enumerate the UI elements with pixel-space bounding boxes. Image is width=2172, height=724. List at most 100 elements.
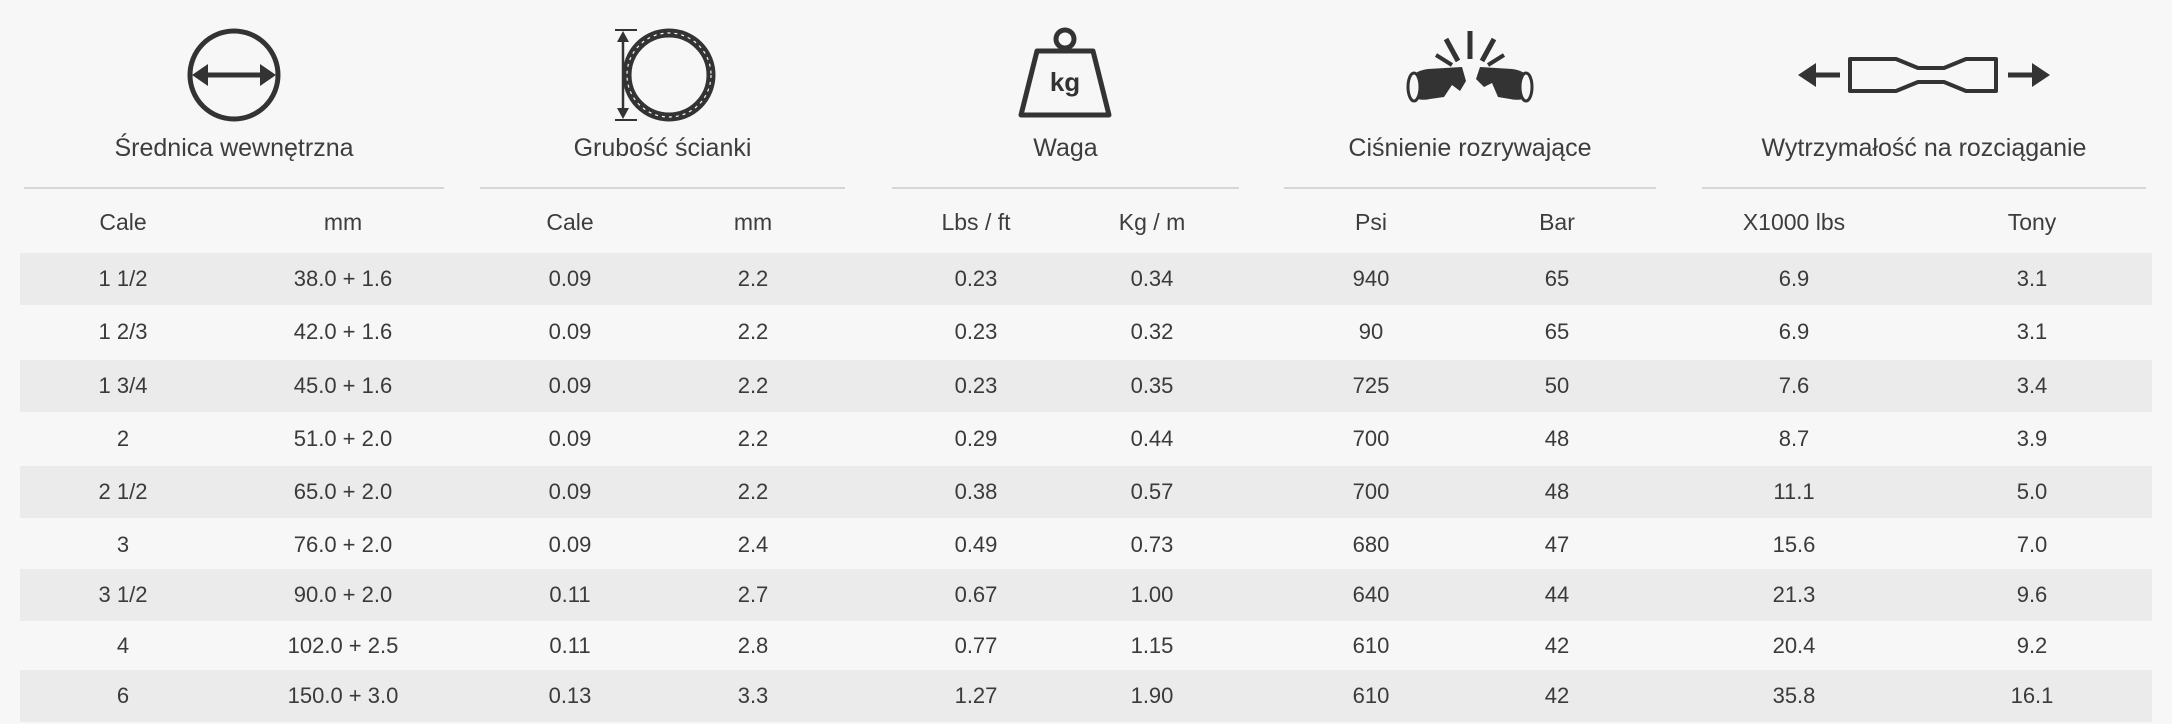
group-divider [1702, 187, 2146, 189]
table-row: 1 3/4 45.0 + 1.6 0.09 2.2 0.23 0.35 725 50 7.6 3.… [20, 360, 2152, 412]
table-cell: 15.6 [1772, 532, 1816, 557]
table-cell: 35.8 [1772, 683, 1816, 708]
table-cell: 42 [1544, 683, 1570, 708]
table-cell: 102.0 + 2.5 [287, 633, 399, 658]
subheader-tons: Tony [2007, 209, 2057, 235]
table-cell: 6 [116, 683, 130, 708]
table-cell: 2.2 [737, 479, 769, 504]
table-cell: 2.2 [737, 426, 769, 451]
table-cell: 1.27 [954, 683, 998, 708]
table-cell: 47 [1544, 532, 1570, 557]
table-cell: 1.15 [1130, 633, 1174, 658]
subheader-mm: mm [733, 209, 773, 235]
table-cell: 38.0 + 1.6 [293, 266, 393, 291]
table-cell: 0.32 [1130, 319, 1174, 344]
burst-pipe-icon [1370, 20, 1570, 130]
table-cell: 90.0 + 2.0 [293, 582, 393, 607]
table-cell: 65.0 + 2.0 [293, 479, 393, 504]
table-cell: 0.29 [954, 426, 998, 451]
table-cell: 0.23 [954, 319, 998, 344]
table-row: 1 1/2 38.0 + 1.6 0.09 2.2 0.23 0.34 940 65 6.9 3.… [20, 253, 2152, 305]
table-cell: 700 [1352, 479, 1390, 504]
table-cell: 2 [116, 426, 130, 451]
table-cell: 7.6 [1778, 373, 1810, 398]
table-cell: 725 [1352, 373, 1390, 398]
table-cell: 7.0 [2016, 532, 2048, 557]
table-cell: 5.0 [2016, 479, 2048, 504]
table-cell: 65 [1544, 319, 1570, 344]
wall-thickness-ring-icon [562, 20, 762, 130]
table-cell: 0.23 [954, 266, 998, 291]
table-cell: 45.0 + 1.6 [293, 373, 393, 398]
table-cell: 0.34 [1130, 266, 1174, 291]
group-header-tensile-strength: Wytrzymałość na rozciąganie [1702, 0, 2146, 190]
diameter-arrows-icon [134, 20, 334, 130]
table-cell: 940 [1352, 266, 1390, 291]
table-cell: 21.3 [1772, 582, 1816, 607]
table-cell: 0.11 [549, 582, 591, 607]
group-header-burst-pressure: Ciśnienie rozrywające [1284, 0, 1656, 190]
subheader-bar: Bar [1539, 209, 1575, 235]
table-cell: 76.0 + 2.0 [293, 532, 393, 557]
subheader-inches: Cale [99, 209, 147, 235]
table-cell: 6.9 [1778, 266, 1810, 291]
table-cell: 51.0 + 2.0 [293, 426, 393, 451]
table-cell: 16.1 [2010, 683, 2054, 708]
group-divider [480, 187, 845, 189]
group-title: Waga [1033, 134, 1098, 162]
table-cell: 20.4 [1772, 633, 1816, 658]
table-cell: 0.77 [954, 633, 998, 658]
table-cell: 0.23 [954, 373, 998, 398]
group-divider [24, 187, 444, 189]
group-title: Grubość ścianki [573, 134, 752, 162]
table-cell: 2.2 [737, 373, 769, 398]
table-cell: 0.09 [548, 373, 592, 398]
subheader-mm: mm [323, 209, 363, 235]
table-row: 1 2/3 42.0 + 1.6 0.09 2.2 0.23 0.32 90 65 6.9 3.1 [20, 306, 2152, 358]
table-cell: 44 [1544, 582, 1570, 607]
table-row: 6 150.0 + 3.0 0.13 3.3 1.27 1.90 610 42 35.8 16.1 [20, 670, 2152, 722]
group-header-wall-thickness: Grubość ścianki [480, 0, 845, 190]
table-cell: 0.44 [1130, 426, 1174, 451]
group-title: Wytrzymałość na rozciąganie [1761, 134, 2087, 162]
table-cell: 1 2/3 [98, 319, 148, 344]
svg-text:kg: kg [1050, 67, 1080, 97]
table-cell: 4 [116, 633, 130, 658]
table-cell: 2 1/2 [98, 479, 148, 504]
table-cell: 0.38 [954, 479, 998, 504]
table-cell: 0.67 [954, 582, 998, 607]
table-cell: 610 [1352, 633, 1390, 658]
subheader-lbs-ft: Lbs / ft [941, 209, 1011, 235]
table-cell: 1 3/4 [98, 373, 148, 398]
table-row: 2 1/2 65.0 + 2.0 0.09 2.2 0.38 0.57 700 48 11.1 5… [20, 466, 2152, 518]
table-cell: 9.2 [2016, 633, 2048, 658]
table-cell: 50 [1544, 373, 1570, 398]
table-cell: 90 [1358, 319, 1384, 344]
table-cell: 0.35 [1130, 373, 1174, 398]
table-cell: 0.11 [549, 633, 591, 658]
table-cell: 6.9 [1778, 319, 1810, 344]
subheader-x1000-lbs: X1000 lbs [1742, 209, 1846, 235]
table-cell: 3.1 [2016, 319, 2048, 344]
table-cell: 0.73 [1130, 532, 1174, 557]
table-cell: 9.6 [2016, 582, 2048, 607]
table-cell: 2.7 [737, 582, 769, 607]
table-cell: 3.3 [737, 683, 769, 708]
subheader-kg-m: Kg / m [1118, 209, 1186, 235]
group-header-weight: kg Waga [892, 0, 1239, 190]
table-cell: 700 [1352, 426, 1390, 451]
table-cell: 48 [1544, 426, 1570, 451]
table-cell: 3.4 [2016, 373, 2048, 398]
table-cell: 42 [1544, 633, 1570, 658]
group-title: Ciśnienie rozrywające [1348, 134, 1592, 162]
table-cell: 3.1 [2016, 266, 2048, 291]
table-cell: 48 [1544, 479, 1570, 504]
table-cell: 2.2 [737, 266, 769, 291]
table-row: 3 76.0 + 2.0 0.09 2.4 0.49 0.73 680 47 15.6 7.0 [20, 519, 2152, 571]
table-cell: 0.09 [548, 532, 592, 557]
table-cell: 150.0 + 3.0 [287, 683, 399, 708]
table-cell: 8.7 [1778, 426, 1810, 451]
group-title: Średnica wewnętrzna [114, 134, 354, 162]
table-cell: 11.1 [1773, 479, 1815, 504]
table-cell: 610 [1352, 683, 1390, 708]
